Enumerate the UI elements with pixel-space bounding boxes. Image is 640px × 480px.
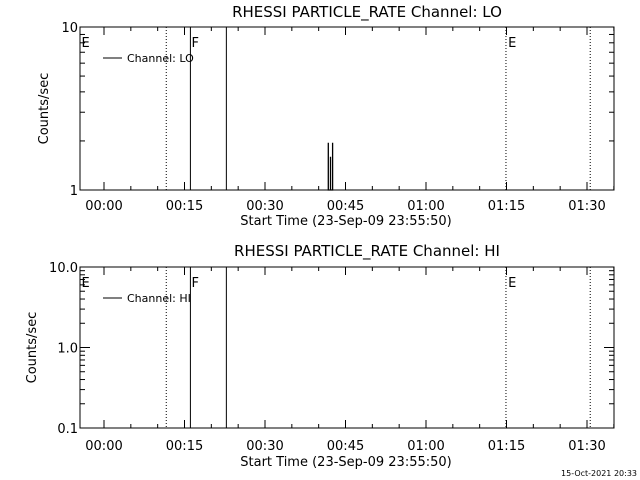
- plot-frame: [79, 26, 615, 191]
- flag-label: E: [508, 36, 516, 51]
- chart-title: RHESSI PARTICLE_RATE Channel: LO: [232, 3, 502, 22]
- y-tick-label: 1: [70, 184, 78, 199]
- x-tick-label: 00:00: [85, 199, 122, 214]
- x-tick-label: 01:15: [488, 439, 525, 454]
- x-tick-label: 00:45: [327, 439, 364, 454]
- x-axis-label: Start Time (23-Sep-09 23:55:50): [240, 455, 451, 470]
- x-tick-label: 01:30: [568, 199, 605, 214]
- y-axis-label: Counts/sec: [25, 312, 40, 384]
- legend-entry: Channel: LO: [127, 52, 194, 65]
- x-tick-label: 00:30: [246, 439, 283, 454]
- x-tick-label: 00:45: [327, 199, 364, 214]
- x-tick-label: 01:15: [488, 199, 525, 214]
- flag-label: E: [81, 36, 89, 51]
- x-tick-label: 00:30: [246, 199, 283, 214]
- x-axis-label: Start Time (23-Sep-09 23:55:50): [240, 214, 451, 229]
- data-series-line: [327, 142, 334, 191]
- x-tick-label: 00:15: [166, 439, 203, 454]
- flag-label: F: [191, 276, 198, 291]
- footer-timestamp: 15-Oct-2021 20:33: [561, 469, 637, 478]
- flag-label: E: [508, 276, 516, 291]
- x-tick-label: 00:15: [166, 199, 203, 214]
- y-tick-label: 10.0: [49, 261, 78, 276]
- x-tick-label: 01:00: [407, 199, 444, 214]
- flag-label: F: [191, 36, 198, 51]
- x-tick-label: 01:30: [568, 439, 605, 454]
- y-axis-label: Counts/sec: [37, 73, 52, 145]
- x-tick-label: 00:00: [85, 439, 122, 454]
- y-tick-label: 10: [61, 21, 78, 36]
- x-tick-label: 01:00: [407, 439, 444, 454]
- legend-entry: Channel: HI: [127, 292, 191, 305]
- chart-title: RHESSI PARTICLE_RATE Channel: HI: [234, 242, 500, 261]
- y-tick-label: 1.0: [57, 342, 78, 357]
- flag-label: E: [81, 276, 89, 291]
- y-tick-label: 0.1: [57, 422, 78, 437]
